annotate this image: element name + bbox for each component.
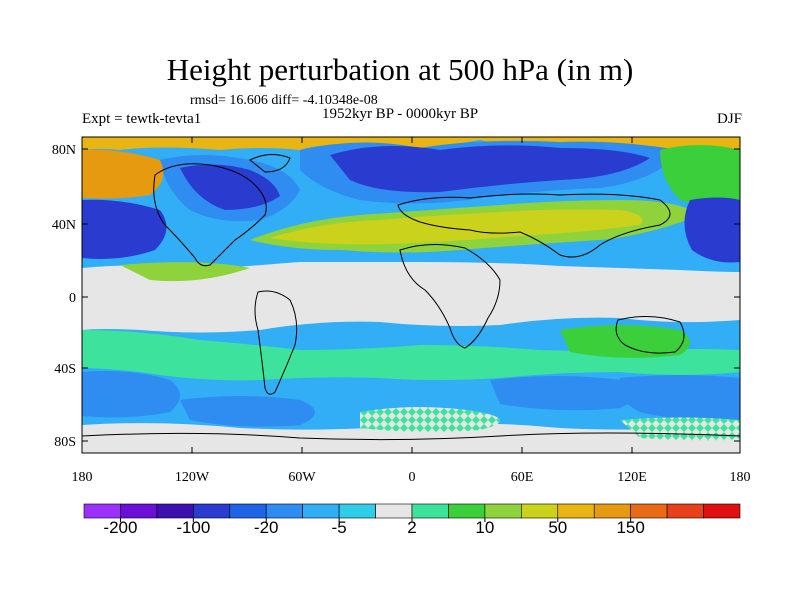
colorbar-swatch bbox=[120, 503, 158, 519]
colorbar-swatch bbox=[593, 503, 631, 519]
colorbar-label: -20 bbox=[254, 518, 279, 537]
experiment-label: Expt = tewtk-tevta1 bbox=[82, 111, 202, 127]
period-label: 1952kyr BP - 0000kyr BP bbox=[321, 106, 479, 122]
lon-tick-label: 0 bbox=[409, 470, 416, 485]
lat-tick-label: 40S bbox=[54, 362, 76, 377]
colorbar-swatch bbox=[448, 503, 486, 519]
colorbar-swatch bbox=[666, 503, 704, 519]
colorbar-swatch bbox=[156, 503, 194, 519]
map-frame bbox=[81, 136, 741, 454]
colorbar-swatch bbox=[83, 503, 121, 519]
stats-label: rmsd= 16.606 diff= -4.10348e-08 bbox=[190, 93, 378, 108]
lat-axis: 80N 40N 0 40S 80S bbox=[52, 143, 740, 450]
colorbar-label: -200 bbox=[103, 518, 137, 537]
lat-tick-label: 80N bbox=[52, 143, 76, 158]
plot-title: Height perturbation at 500 hPa (in m) bbox=[166, 52, 634, 87]
lat-tick-label: 0 bbox=[69, 291, 76, 306]
lon-tick-label: 120W bbox=[175, 470, 210, 485]
colorbar-swatch bbox=[193, 503, 231, 519]
lon-tick-label: 60E bbox=[511, 470, 534, 485]
colorbar-swatch bbox=[630, 503, 668, 519]
lon-tick-label: 180 bbox=[730, 470, 751, 485]
colorbar: -200 -100 -20 -5 2 10 50 150 bbox=[83, 503, 741, 537]
lon-axis: 180 120W 60W 0 60E 120E 180 bbox=[72, 137, 751, 485]
colorbar-label: 2 bbox=[407, 518, 416, 537]
colorbar-swatch bbox=[229, 503, 267, 519]
lon-tick-label: 60W bbox=[288, 470, 316, 485]
colorbar-swatch bbox=[375, 503, 413, 519]
lon-tick-label: 180 bbox=[72, 470, 93, 485]
colorbar-swatch bbox=[411, 503, 449, 519]
colorbar-label: -5 bbox=[332, 518, 347, 537]
lat-tick-label: 40N bbox=[52, 218, 76, 233]
colorbar-swatch bbox=[265, 503, 303, 519]
colorbar-swatch bbox=[338, 503, 376, 519]
colorbar-label: -100 bbox=[176, 518, 210, 537]
colorbar-swatch bbox=[484, 503, 522, 519]
contour-field bbox=[82, 137, 740, 453]
colorbar-label: 10 bbox=[475, 518, 494, 537]
lon-tick-label: 120E bbox=[617, 470, 647, 485]
colorbar-label: 150 bbox=[616, 518, 644, 537]
colorbar-swatch bbox=[557, 503, 595, 519]
lat-tick-label: 80S bbox=[54, 435, 76, 450]
season-label: DJF bbox=[716, 111, 742, 127]
colorbar-swatch bbox=[703, 503, 741, 519]
colorbar-label: 50 bbox=[548, 518, 567, 537]
colorbar-swatch bbox=[521, 503, 559, 519]
colorbar-swatch bbox=[302, 503, 340, 519]
coastlines bbox=[82, 154, 740, 441]
